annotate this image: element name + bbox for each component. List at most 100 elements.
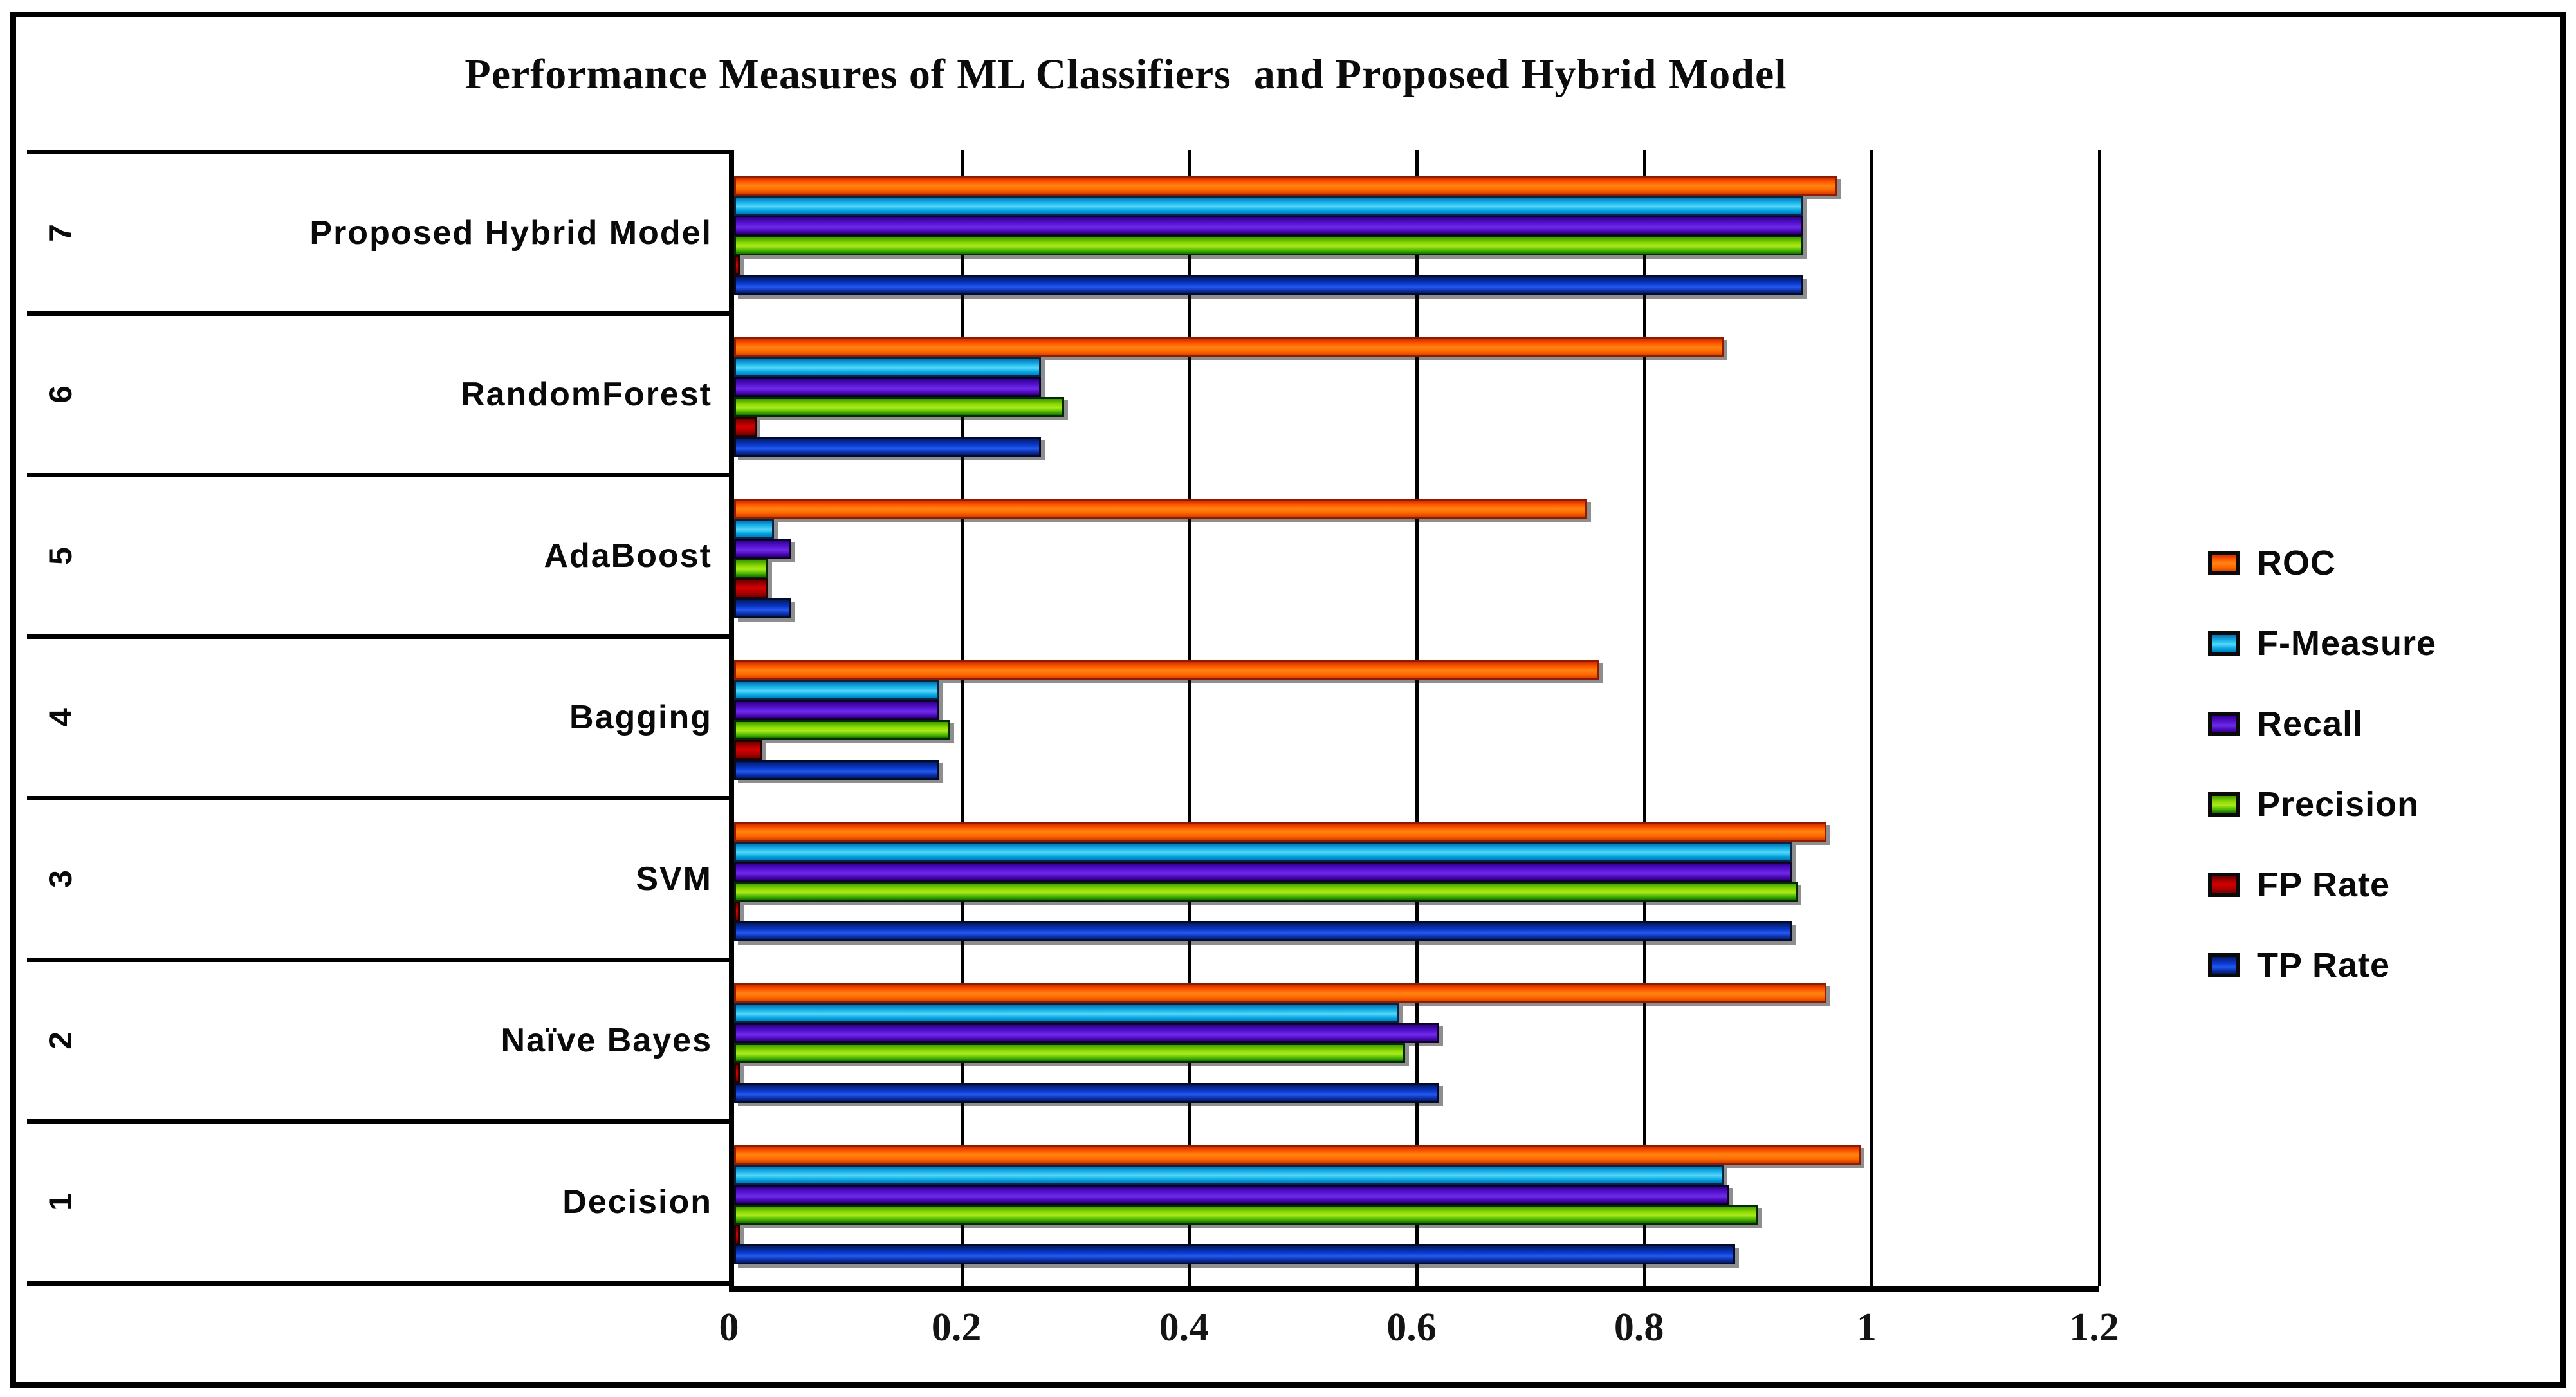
bar-tp_rate-6 bbox=[734, 437, 1042, 457]
category-label: Proposed Hybrid Model bbox=[309, 214, 712, 252]
bar-tp_rate-2 bbox=[734, 1083, 1440, 1103]
legend-label: ROC bbox=[2257, 543, 2336, 582]
x-tick-label-1.2: 1.2 bbox=[2069, 1306, 2119, 1349]
category-row-5: 5 AdaBoost bbox=[27, 473, 729, 634]
bar-recall-3 bbox=[734, 862, 1792, 882]
legend-entry-tp_rate: TP Rate bbox=[2208, 925, 2436, 1005]
category-label: Bagging bbox=[569, 699, 712, 736]
bar-precision-4 bbox=[734, 720, 950, 740]
category-label: Naïve Bayes bbox=[501, 1022, 712, 1059]
bar-roc-4 bbox=[734, 660, 1599, 680]
legend-entry-fp_rate: FP Rate bbox=[2208, 844, 2436, 925]
legend-swatch-fp_rate bbox=[2208, 872, 2240, 897]
legend-swatch-tp_rate bbox=[2208, 952, 2240, 977]
x-tick-label-1: 1 bbox=[1856, 1306, 1877, 1349]
bar-roc-7 bbox=[734, 176, 1838, 196]
category-label: SVM bbox=[636, 860, 712, 898]
bar-roc-5 bbox=[734, 499, 1588, 519]
legend-swatch-f_measure bbox=[2208, 631, 2240, 656]
plot-area bbox=[729, 150, 2101, 1292]
bar-precision-3 bbox=[734, 882, 1798, 902]
bar-recall-7 bbox=[734, 216, 1804, 236]
category-label: AdaBoost bbox=[544, 537, 712, 575]
category-row-3: 3 SVM bbox=[27, 796, 729, 958]
bar-roc-2 bbox=[734, 983, 1826, 1003]
bar-recall-1 bbox=[734, 1185, 1730, 1205]
x-tick-label-0.8: 0.8 bbox=[1614, 1306, 1664, 1349]
gridline-0.6 bbox=[1415, 150, 1419, 1286]
legend-label: FP Rate bbox=[2257, 865, 2391, 904]
x-axis: 0 0.2 0.4 0.6 0.8 1 1.2 bbox=[719, 1293, 2119, 1371]
bar-f_measure-2 bbox=[734, 1003, 1400, 1023]
gridline-0.2 bbox=[960, 150, 964, 1286]
category-row-4: 4 Bagging bbox=[27, 634, 729, 796]
bar-roc-6 bbox=[734, 337, 1724, 357]
bar-fp_rate-5 bbox=[734, 578, 769, 598]
outer-border bbox=[10, 12, 2566, 1388]
category-index: 5 bbox=[42, 547, 78, 565]
chart-title: Performance Measures of ML Classifiers a… bbox=[465, 51, 1787, 98]
bar-roc-1 bbox=[734, 1145, 1861, 1165]
bar-fp_rate-2 bbox=[734, 1063, 740, 1083]
bar-recall-6 bbox=[734, 377, 1042, 397]
bar-tp_rate-1 bbox=[734, 1244, 1736, 1264]
bar-f_measure-3 bbox=[734, 842, 1792, 862]
bar-f_measure-1 bbox=[734, 1165, 1724, 1185]
bar-precision-5 bbox=[734, 559, 769, 578]
bar-recall-5 bbox=[734, 539, 791, 559]
legend-label: F-Measure bbox=[2257, 624, 2437, 663]
bar-f_measure-4 bbox=[734, 680, 939, 700]
x-tick-label-0.4: 0.4 bbox=[1159, 1306, 1210, 1349]
x-tick-label-0.6: 0.6 bbox=[1386, 1306, 1437, 1349]
legend-entry-f_measure: F-Measure bbox=[2208, 603, 2436, 683]
bar-f_measure-6 bbox=[734, 357, 1042, 377]
legend-label: Recall bbox=[2257, 704, 2364, 743]
gridline-1.2 bbox=[2098, 150, 2101, 1286]
bar-tp_rate-3 bbox=[734, 921, 1792, 941]
legend-swatch-recall bbox=[2208, 711, 2240, 736]
category-row-7: 7 Proposed Hybrid Model bbox=[27, 150, 729, 311]
category-axis: 7 Proposed Hybrid Model 6 RandomForest 5 AdaB… bbox=[27, 150, 729, 1286]
category-index: 1 bbox=[42, 1193, 78, 1211]
bar-recall-4 bbox=[734, 700, 939, 720]
category-index: 7 bbox=[42, 224, 78, 242]
bar-precision-7 bbox=[734, 236, 1804, 255]
legend-swatch-roc bbox=[2208, 550, 2240, 575]
bar-roc-3 bbox=[734, 822, 1826, 842]
x-tick-label-0.2: 0.2 bbox=[931, 1306, 982, 1349]
legend-entry-recall: Recall bbox=[2208, 683, 2436, 764]
bar-fp_rate-7 bbox=[734, 255, 740, 275]
bar-tp_rate-5 bbox=[734, 598, 791, 618]
category-row-2: 2 Naïve Bayes bbox=[27, 958, 729, 1119]
category-row-1: 1 Decision bbox=[27, 1119, 729, 1281]
legend-entry-precision: Precision bbox=[2208, 764, 2436, 844]
bar-fp_rate-1 bbox=[734, 1225, 740, 1244]
legend-entry-roc: ROC bbox=[2208, 523, 2436, 603]
gridline-0.4 bbox=[1188, 150, 1191, 1286]
category-index: 4 bbox=[42, 708, 78, 726]
legend-swatch-precision bbox=[2208, 791, 2240, 817]
legend-label: Precision bbox=[2257, 784, 2420, 824]
category-label: Decision bbox=[562, 1183, 712, 1221]
gridline-1 bbox=[1870, 150, 1874, 1286]
bar-f_measure-7 bbox=[734, 196, 1804, 216]
bar-tp_rate-4 bbox=[734, 760, 939, 780]
bar-f_measure-5 bbox=[734, 519, 774, 539]
category-index: 6 bbox=[42, 385, 78, 403]
category-row-6: 6 RandomForest bbox=[27, 311, 729, 473]
legend: ROC F-Measure Recall Precision FP Rate TP Rat… bbox=[2208, 523, 2436, 1005]
bar-fp_rate-3 bbox=[734, 902, 740, 921]
x-tick-label-0: 0 bbox=[719, 1306, 739, 1349]
category-label: RandomForest bbox=[461, 376, 712, 413]
bar-precision-2 bbox=[734, 1043, 1406, 1063]
bar-recall-2 bbox=[734, 1023, 1440, 1043]
legend-label: TP Rate bbox=[2257, 945, 2391, 985]
bar-fp_rate-6 bbox=[734, 417, 757, 437]
bar-tp_rate-7 bbox=[734, 275, 1804, 295]
bar-fp_rate-4 bbox=[734, 740, 763, 760]
category-index: 2 bbox=[42, 1032, 78, 1050]
bar-precision-6 bbox=[734, 397, 1064, 417]
bar-precision-1 bbox=[734, 1205, 1758, 1225]
category-index: 3 bbox=[42, 870, 78, 888]
gridline-0.8 bbox=[1642, 150, 1646, 1286]
